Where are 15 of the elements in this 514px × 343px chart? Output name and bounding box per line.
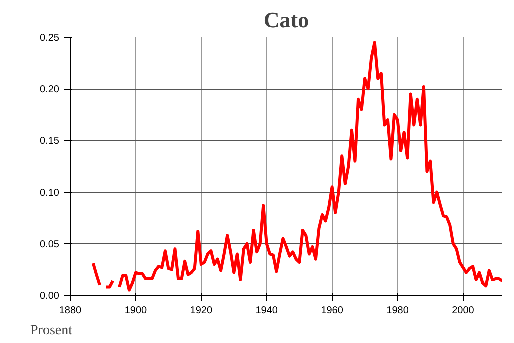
x-tick-label: 1960 <box>321 306 344 316</box>
y-tick-label: 0.25 <box>40 33 60 44</box>
y-tick-label: 0.20 <box>40 84 60 96</box>
y-axis-title: Prosent <box>30 324 73 338</box>
x-tick-label: 1880 <box>59 306 82 316</box>
x-tick-label: 1900 <box>124 306 148 316</box>
y-tick-label: 0.10 <box>40 188 60 199</box>
y-tick-label: 0.15 <box>40 136 60 148</box>
x-tick-label: 2000 <box>452 306 475 316</box>
x-tick-label: 1980 <box>386 306 410 316</box>
x-tick-label: 1940 <box>256 306 278 316</box>
y-tick-label: 0.05 <box>40 239 60 250</box>
y-tick-label: 0.00 <box>40 291 60 302</box>
x-tick-label: 1920 <box>190 306 213 316</box>
chart-title: Cato <box>264 8 310 32</box>
